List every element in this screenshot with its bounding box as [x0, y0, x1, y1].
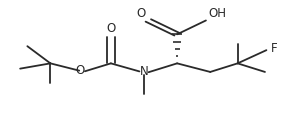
- Text: F: F: [271, 42, 278, 55]
- Text: O: O: [137, 7, 146, 20]
- Text: N: N: [140, 65, 148, 78]
- Text: O: O: [75, 64, 85, 77]
- Text: OH: OH: [209, 7, 226, 20]
- Text: O: O: [106, 22, 115, 35]
